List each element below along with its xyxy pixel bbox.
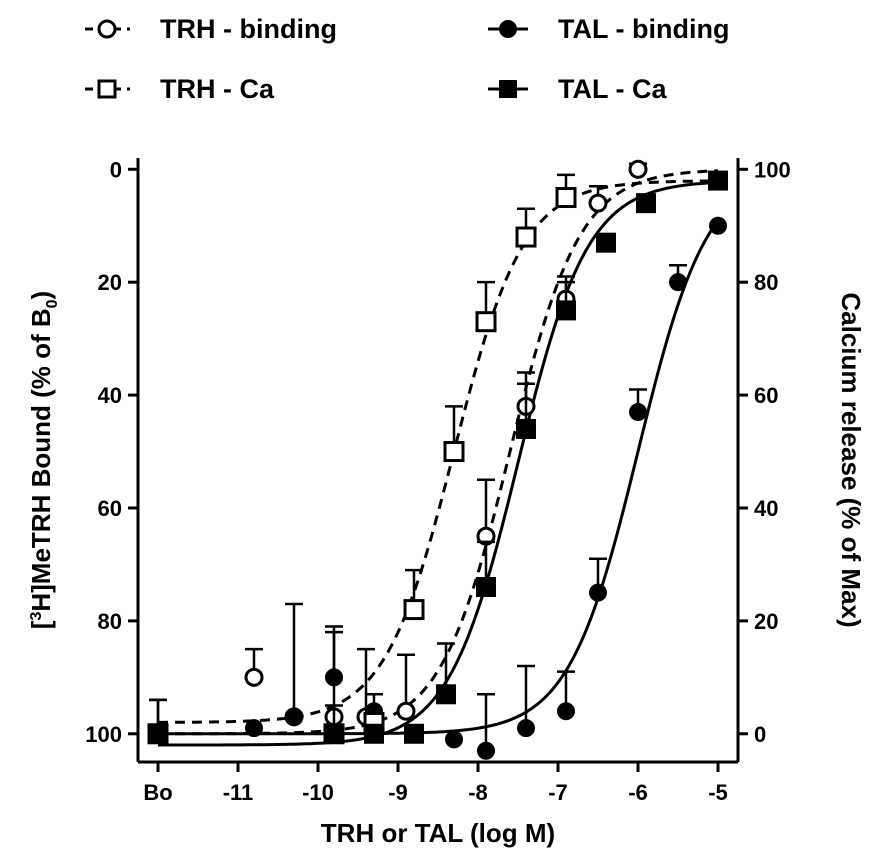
legend-label-tal-binding: TAL - binding [558, 14, 729, 44]
data-point [148, 723, 168, 744]
data-point [555, 187, 577, 209]
data-point [476, 577, 496, 598]
fit-curve [158, 179, 718, 724]
x-tick-label: -6 [628, 780, 648, 805]
x-tick-label: -8 [468, 780, 488, 805]
axes [136, 158, 740, 764]
fit-curves [158, 169, 720, 747]
right-y-tick-label: 80 [754, 270, 778, 295]
data-point [708, 170, 728, 191]
legend-label-trh-ca: TRH - Ca [160, 74, 275, 104]
data-point [557, 702, 575, 721]
data-point [556, 300, 576, 321]
left-y-axis-label-post: ) [26, 291, 56, 300]
data-point [403, 599, 425, 621]
legend-item-trh-binding: TRH - binding [85, 14, 337, 44]
right-y-tick-label: 40 [754, 496, 778, 521]
legend-marker-tal-ca [499, 80, 517, 98]
right-y-tick-label: 0 [754, 722, 766, 747]
data-point [443, 441, 465, 463]
data-points [147, 159, 728, 760]
legend-marker-trh-ca [97, 79, 117, 99]
left-y-axis-label-sup: 3 [28, 612, 45, 621]
legend-label-trh-binding: TRH - binding [160, 14, 337, 44]
left-y-tick-label: 20 [98, 270, 122, 295]
x-tick-label: -7 [548, 780, 568, 805]
right-y-tick-label: 100 [754, 157, 791, 182]
legend-item-tal-binding: TAL - binding [488, 14, 729, 44]
x-axis-label: TRH or TAL (log M) [321, 818, 555, 848]
left-y-tick-label: 40 [98, 383, 122, 408]
x-tick-label: -10 [302, 780, 334, 805]
data-point [636, 193, 656, 214]
data-point [515, 226, 537, 248]
data-point [285, 707, 303, 726]
data-point [628, 159, 648, 179]
legend-label-tal-ca: TAL - Ca [558, 74, 667, 104]
data-point [589, 583, 607, 602]
x-tick-label: Bo [143, 780, 172, 805]
data-point [709, 216, 727, 235]
data-point [325, 668, 343, 687]
data-point [517, 719, 535, 738]
data-point [629, 403, 647, 422]
left-y-axis-label-sub: 0 [44, 299, 61, 308]
data-point [588, 193, 608, 213]
data-point [396, 701, 416, 721]
data-point [436, 684, 456, 705]
data-point [669, 273, 687, 292]
legend-marker-tal-binding [499, 20, 517, 38]
legend-item-tal-ca: TAL - Ca [488, 74, 667, 104]
data-point [516, 418, 536, 439]
data-point [596, 232, 616, 253]
x-ticks: Bo -11 -10 -9 -8 -7 -6 -5 [143, 762, 728, 805]
data-point [324, 723, 344, 744]
legend: TRH - binding TAL - binding TRH - Ca TAL… [85, 14, 729, 104]
right-y-tick-label: 20 [754, 609, 778, 634]
legend-marker-trh-binding [97, 19, 117, 39]
right-y-ticks: 0 20 40 60 80 100 [738, 157, 791, 747]
right-y-tick-label: 60 [754, 383, 778, 408]
left-y-axis-label: [3H]MeTRH Bound (% of B0) [26, 291, 61, 629]
left-y-axis-label-mid: H]MeTRH Bound (% of B [26, 308, 56, 611]
data-point [244, 667, 264, 687]
left-y-tick-label: 100 [85, 722, 122, 747]
left-y-axis-label-pre: [ [26, 620, 56, 629]
left-y-tick-label: 0 [110, 157, 122, 182]
data-point [245, 719, 263, 738]
data-point [445, 730, 463, 749]
left-y-ticks: 0 20 40 60 80 100 [85, 157, 138, 747]
left-y-tick-label: 80 [98, 609, 122, 634]
x-tick-label: -5 [708, 780, 728, 805]
data-point [364, 723, 384, 744]
fit-curve [158, 219, 720, 736]
fit-curve [158, 169, 719, 736]
right-y-axis-label: Calcium release (% of Max) [836, 292, 866, 627]
left-y-tick-label: 60 [98, 496, 122, 521]
data-point [475, 311, 497, 333]
legend-item-trh-ca: TRH - Ca [85, 74, 275, 104]
data-point [477, 741, 495, 760]
data-point [404, 723, 424, 744]
x-tick-label: -11 [223, 780, 254, 805]
x-tick-label: -9 [388, 780, 408, 805]
